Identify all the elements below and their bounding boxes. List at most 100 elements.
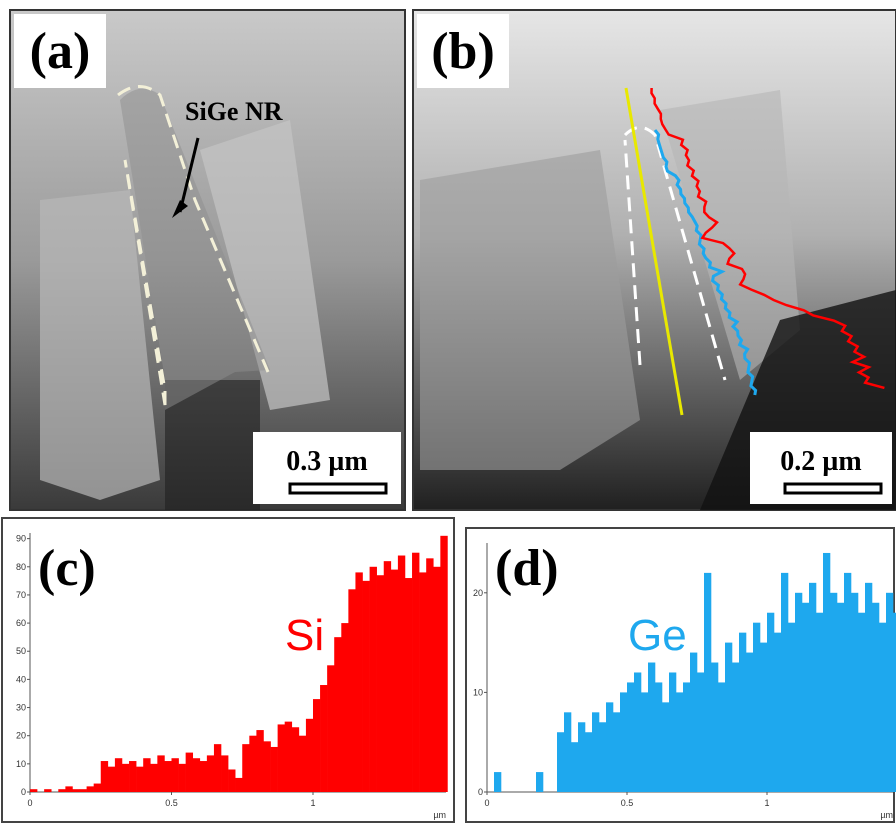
bar [370, 567, 377, 792]
bar [391, 570, 398, 792]
bar [557, 732, 564, 792]
bar [101, 761, 108, 792]
bar [299, 736, 306, 792]
bar [320, 685, 327, 792]
bar [228, 769, 235, 792]
bar [200, 761, 207, 792]
bar [108, 767, 115, 792]
bar [157, 755, 164, 792]
bar [634, 672, 641, 792]
page: (a) SiGe NR 0.3 µm (b) 0.2 µm 0102030405… [0, 0, 896, 824]
bar [115, 758, 122, 792]
bar [662, 702, 669, 792]
y-tick-label: 0 [21, 787, 26, 797]
bar [809, 583, 816, 792]
bar [306, 719, 313, 792]
bar [72, 789, 79, 792]
x-axis-label: µm [433, 810, 446, 820]
x-tick-label: 0 [484, 798, 489, 808]
bar [564, 712, 571, 792]
legend-label: Ge [628, 611, 687, 660]
y-tick-label: 70 [16, 590, 26, 600]
bar [886, 593, 893, 792]
bar [334, 637, 341, 792]
bar [143, 758, 150, 792]
bar [129, 761, 136, 792]
panel-label: (d) [495, 540, 559, 597]
bar [186, 753, 193, 792]
bar [207, 755, 214, 792]
bar [606, 702, 613, 792]
bar [865, 583, 872, 792]
bar [683, 682, 690, 792]
bar [58, 789, 65, 792]
bar [341, 623, 348, 792]
bar [440, 536, 447, 792]
bar [94, 784, 101, 792]
bar [613, 712, 620, 792]
bar [697, 672, 704, 792]
x-tick-label: 0.5 [621, 798, 634, 808]
bar [627, 682, 634, 792]
bar [767, 613, 774, 792]
bar [150, 764, 157, 792]
bar [599, 722, 606, 792]
bar [676, 692, 683, 792]
bar [844, 573, 851, 792]
y-tick-label: 10 [473, 687, 483, 697]
bar [179, 764, 186, 792]
bar [242, 744, 249, 792]
bar [235, 778, 242, 792]
y-tick-label: 50 [16, 646, 26, 656]
bar [872, 603, 879, 792]
y-tick-label: 90 [16, 534, 26, 544]
bar [398, 556, 405, 792]
bar [30, 789, 37, 792]
bar [788, 623, 795, 792]
bar [837, 603, 844, 792]
bar [879, 623, 886, 792]
bar [494, 772, 501, 792]
bar [802, 603, 809, 792]
bar [795, 593, 802, 792]
bar [363, 581, 370, 792]
bar [655, 682, 662, 792]
panel-label: (a) [30, 23, 91, 80]
scale-bar-label: 0.3 µm [286, 446, 367, 477]
bar [739, 633, 746, 792]
bar [711, 663, 718, 792]
x-tick-label: 0.5 [165, 798, 178, 808]
bar [774, 633, 781, 792]
x-tick-label: 1 [764, 798, 769, 808]
bar [122, 764, 129, 792]
bar [426, 558, 433, 792]
bar [851, 593, 858, 792]
annotation: SiGe NR [185, 97, 283, 126]
bar [292, 727, 299, 792]
bar [249, 736, 256, 792]
bar [781, 573, 788, 792]
bar [725, 643, 732, 792]
bar [858, 613, 865, 792]
bar [221, 755, 228, 792]
bar [760, 643, 767, 792]
bar [285, 722, 292, 792]
bar [585, 732, 592, 792]
y-tick-label: 20 [473, 588, 483, 598]
bar [816, 613, 823, 792]
bar [433, 567, 440, 792]
bar [823, 553, 830, 792]
bar [278, 724, 285, 792]
bar [732, 663, 739, 792]
bar [313, 699, 320, 792]
bar [355, 572, 362, 792]
bar [405, 578, 412, 792]
bar [578, 722, 585, 792]
panel-label: (c) [38, 540, 96, 597]
bar [419, 572, 426, 792]
bar [704, 573, 711, 792]
bar [171, 758, 178, 792]
bar [136, 767, 143, 792]
bar [746, 653, 753, 792]
bar [571, 742, 578, 792]
